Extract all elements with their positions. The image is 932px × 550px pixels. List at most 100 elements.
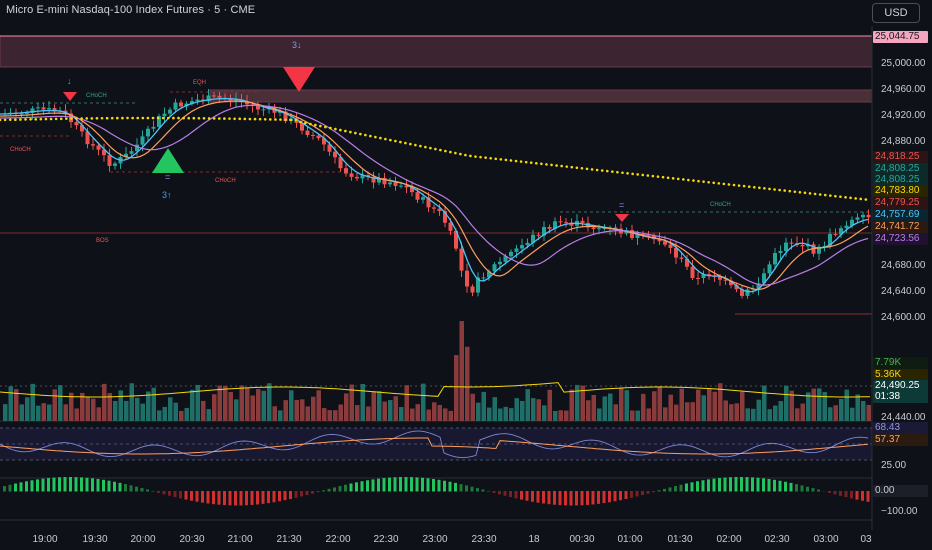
time-tick: 21:30 xyxy=(276,534,302,545)
candle-body xyxy=(382,177,387,185)
candle-body xyxy=(36,107,40,109)
volume-bar xyxy=(498,408,503,421)
macd-bar xyxy=(421,477,424,492)
time-tick: 01:30 xyxy=(667,534,693,545)
volume-bar xyxy=(696,389,701,421)
volume-bar xyxy=(635,410,640,421)
macd-bar xyxy=(443,480,446,492)
volume-bar xyxy=(674,404,679,421)
time-tick: 01:00 xyxy=(617,534,643,545)
candle-body xyxy=(685,258,689,267)
symbol-title[interactable]: Micro E-mini Nasdaq-100 Index Futures · … xyxy=(6,4,256,16)
macd-bar xyxy=(828,491,831,493)
volume-bar xyxy=(806,392,811,421)
candle-body xyxy=(426,197,431,208)
candle-body xyxy=(839,228,843,235)
macd-bar xyxy=(547,491,551,505)
macd-bar xyxy=(135,486,138,492)
volume-bar xyxy=(542,405,547,421)
macd-bar xyxy=(245,491,248,506)
trend-dots-line xyxy=(0,116,870,202)
macd-bar xyxy=(470,486,474,492)
macd-bar xyxy=(360,481,364,492)
candle-body xyxy=(47,108,51,110)
candle-body xyxy=(745,289,750,296)
price-tick: 24,680.00 xyxy=(881,260,926,271)
macd-bar xyxy=(773,479,776,492)
volume-bar xyxy=(173,402,178,421)
volume-bar xyxy=(822,392,827,421)
macd-bar xyxy=(789,482,793,492)
macd-bar xyxy=(487,490,490,492)
candle-body xyxy=(525,242,530,246)
macd-bar xyxy=(179,491,182,499)
volume-bar xyxy=(74,408,79,421)
macd-bar xyxy=(201,491,204,503)
volume-bar xyxy=(690,402,695,421)
volume-bar xyxy=(399,407,404,421)
volume-bar xyxy=(525,389,530,421)
candle-body xyxy=(850,219,854,226)
volume-bar xyxy=(360,383,365,421)
candle-body xyxy=(833,234,838,236)
candle-body xyxy=(718,276,722,280)
macd-bar xyxy=(228,491,232,506)
badge-last-price: 24,490.25 xyxy=(873,380,928,392)
macd-bar xyxy=(839,491,842,496)
macd-bar xyxy=(558,491,562,506)
macd-bar xyxy=(630,491,633,498)
macd-bar xyxy=(690,482,694,492)
candle-body xyxy=(492,264,497,272)
candle-body xyxy=(690,266,695,278)
volume-bar xyxy=(41,403,46,421)
volume-bar xyxy=(437,404,442,421)
volume-bar xyxy=(558,410,563,421)
candle-body xyxy=(542,226,546,236)
macd-bar xyxy=(316,491,320,493)
macd-bar xyxy=(3,486,6,492)
macd-bar xyxy=(624,491,628,500)
volume-bar xyxy=(179,410,184,421)
currency-button[interactable]: USD xyxy=(872,3,920,23)
macd-bar xyxy=(492,491,496,493)
candle-body xyxy=(778,250,783,253)
time-tick: 03 xyxy=(860,534,872,545)
volume-bar xyxy=(608,393,613,421)
volume-bar xyxy=(712,391,717,421)
candle-body xyxy=(822,245,827,247)
macd-bar xyxy=(525,491,529,501)
price-tick: 24,960.00 xyxy=(881,84,926,95)
macd-bar xyxy=(531,491,534,502)
macd-bar xyxy=(866,491,870,502)
macd-bar xyxy=(74,477,78,492)
candle-body xyxy=(844,225,849,229)
candle-body xyxy=(514,248,519,252)
candle-body xyxy=(855,217,860,220)
volume-bar xyxy=(861,401,866,421)
time-tick: 22:00 xyxy=(325,534,351,545)
macd-bar xyxy=(844,491,848,498)
candle-body xyxy=(371,176,376,183)
label-choch-4: CHoCH xyxy=(710,202,731,208)
macd-bar xyxy=(668,487,672,492)
macd-bar xyxy=(410,477,413,492)
macd-bar xyxy=(239,491,243,506)
macd-bar xyxy=(635,491,639,497)
volume-bar xyxy=(487,407,492,421)
macd-bar xyxy=(602,491,606,504)
candle-body xyxy=(564,222,568,224)
volume-bar xyxy=(839,398,844,421)
rsi-lines xyxy=(0,430,869,459)
candle-body xyxy=(503,256,508,262)
macd-bar xyxy=(800,485,804,492)
macd-bar xyxy=(333,487,336,492)
volume-bar xyxy=(96,407,101,421)
volume-bar xyxy=(536,399,541,421)
badge-level: 24,779.25 xyxy=(873,197,928,209)
volume-bar xyxy=(382,401,387,421)
volume-bar xyxy=(195,384,200,421)
candle-body xyxy=(674,247,678,258)
candle-body xyxy=(129,151,134,154)
